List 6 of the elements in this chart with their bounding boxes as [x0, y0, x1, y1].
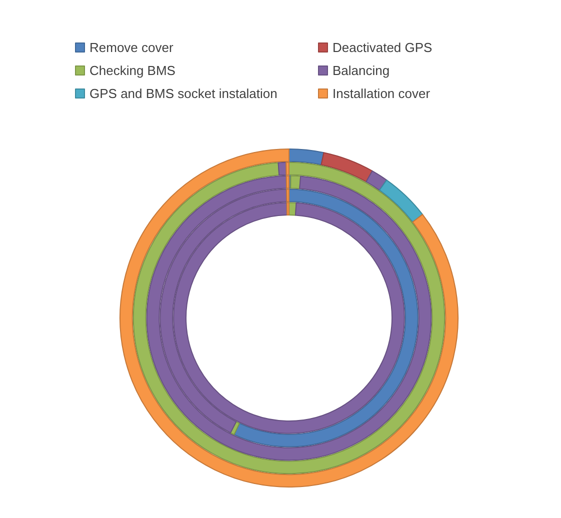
- legend-label: Balancing: [332, 63, 390, 78]
- legend-label: Checking BMS: [90, 63, 176, 78]
- legend-label: Installation cover: [332, 86, 431, 101]
- legend-label: GPS and BMS socket instalation: [90, 86, 278, 101]
- legend-label: Remove cover: [90, 40, 174, 55]
- legend-label: Deactivated GPS: [332, 40, 433, 55]
